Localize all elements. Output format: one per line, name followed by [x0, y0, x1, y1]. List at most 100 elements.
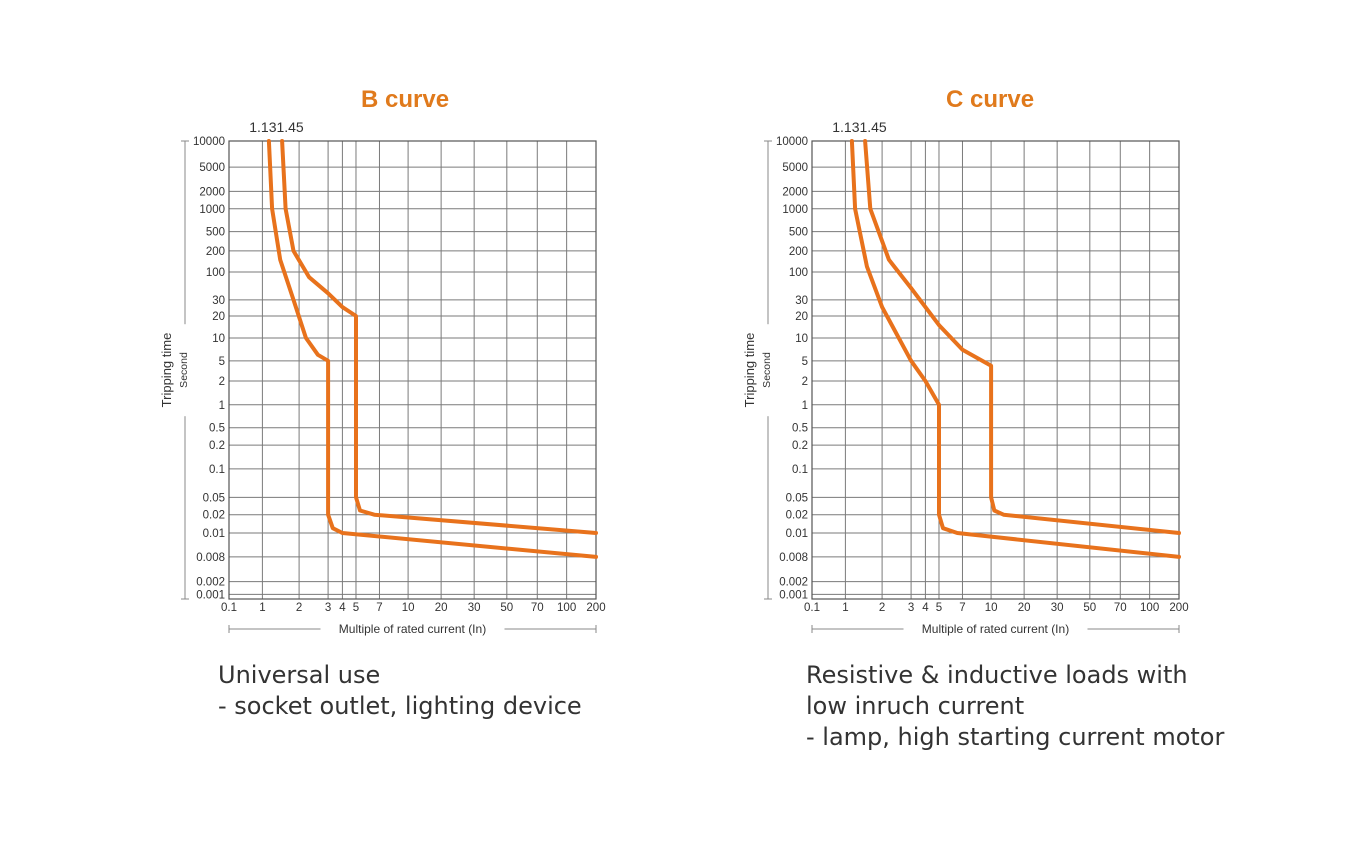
- b-curve-chart: 0.1 1 2 3 4 5 7 10 20 30 50 70 100 200100005000200010…: [159, 119, 606, 638]
- y-tick-label: 10: [212, 333, 225, 345]
- x-tick-label: 70: [1114, 602, 1127, 614]
- y-axis-unit: Second: [761, 352, 773, 388]
- y-tick-label: 10000: [776, 136, 808, 148]
- y-tick-label: 0.01: [786, 528, 808, 540]
- trip-curve-line: [863, 139, 1181, 535]
- y-axis-unit: Second: [178, 352, 190, 388]
- y-tick-label: 5000: [199, 162, 225, 174]
- y-tick-label: 2000: [782, 186, 808, 198]
- description-line: Universal use: [218, 661, 381, 689]
- y-tick-label: 2: [219, 376, 225, 388]
- y-tick-label: 1000: [782, 204, 808, 216]
- marker-label: 1.13: [832, 119, 859, 135]
- y-tick-label: 0.1: [792, 464, 808, 476]
- y-tick-label: 20: [212, 311, 225, 323]
- x-tick-label: 10: [985, 602, 998, 614]
- x-tick-label: 50: [500, 602, 513, 614]
- plot-frame: [811, 140, 1180, 600]
- y-tick-label: 0.008: [779, 552, 808, 564]
- x-tick-label: 0.1: [804, 602, 820, 614]
- y-tick-label: 2: [802, 376, 808, 388]
- grid: [811, 140, 1180, 599]
- x-axis-label: Multiple of rated current (In): [922, 622, 1069, 636]
- x-tick-label: 30: [468, 602, 481, 614]
- y-tick-label: 0.002: [196, 577, 225, 589]
- grid: [228, 140, 597, 599]
- y-tick-label: 0.002: [779, 577, 808, 589]
- y-tick-label: 2000: [199, 186, 225, 198]
- x-tick-label: 1: [842, 602, 848, 614]
- y-tick-label: 1000: [199, 204, 225, 216]
- x-tick-label: 1: [259, 602, 265, 614]
- plot-frame: [228, 140, 597, 600]
- y-tick-label: 0.5: [209, 423, 225, 435]
- marker-label: 1.45: [276, 119, 303, 135]
- x-tick-label: 0.1: [221, 602, 237, 614]
- x-tick-label: 2: [879, 602, 885, 614]
- x-tick-label: 100: [1140, 602, 1159, 614]
- trip-curve-line: [849, 139, 1181, 559]
- x-tick-label: 70: [531, 602, 544, 614]
- x-tick-label: 200: [586, 602, 605, 614]
- y-axis-label: Tripping time: [159, 333, 174, 408]
- y-tick-label: 500: [789, 227, 808, 239]
- chart-title: B curve: [361, 86, 450, 113]
- y-tick-label: 1: [219, 400, 225, 412]
- y-tick-label: 0.05: [786, 492, 808, 504]
- x-tick-label: 3: [908, 602, 914, 614]
- y-tick-label: 0.008: [196, 552, 225, 564]
- description-line: - lamp, high starting current motor: [806, 723, 1225, 751]
- x-tick-label: 7: [959, 602, 965, 614]
- y-tick-label: 0.01: [203, 528, 225, 540]
- x-tick-label: 4: [339, 602, 346, 614]
- y-tick-label: 5000: [782, 162, 808, 174]
- x-tick-label: 20: [1018, 602, 1031, 614]
- y-tick-label: 20: [795, 311, 808, 323]
- y-tick-label: 0.1: [209, 464, 225, 476]
- y-tick-label: 0.001: [779, 589, 808, 601]
- y-tick-label: 0.5: [792, 423, 808, 435]
- x-tick-label: 100: [557, 602, 576, 614]
- x-tick-label: 50: [1083, 602, 1096, 614]
- y-tick-label: 5: [219, 356, 225, 368]
- description-line: Resistive & inductive loads with: [806, 661, 1188, 689]
- marker-label: 1.13: [249, 119, 276, 135]
- y-tick-label: 10000: [193, 136, 225, 148]
- description-line: - socket outlet, lighting device: [218, 692, 582, 720]
- chart-description: Resistive & inductive loads with low inr…: [806, 660, 1224, 753]
- y-tick-label: 100: [206, 267, 225, 279]
- chart-title: C curve: [946, 86, 1035, 113]
- y-tick-label: 30: [795, 295, 808, 307]
- marker-label: 1.45: [859, 119, 886, 135]
- x-tick-label: 10: [402, 602, 415, 614]
- x-label-bg: [903, 620, 1088, 638]
- x-tick-label: 2: [296, 602, 302, 614]
- x-tick-label: 5: [353, 602, 359, 614]
- x-tick-label: 4: [922, 602, 929, 614]
- trip-curve-line: [280, 139, 598, 535]
- y-tick-label: 1: [802, 400, 808, 412]
- chart-description: Universal use - socket outlet, lighting …: [218, 660, 582, 722]
- x-label-bg: [320, 620, 505, 638]
- y-tick-label: 0.001: [196, 589, 225, 601]
- x-tick-label: 5: [936, 602, 942, 614]
- y-tick-label: 5: [802, 356, 808, 368]
- y-label-bg: [746, 324, 776, 417]
- x-tick-label: 30: [1051, 602, 1064, 614]
- x-tick-label: 200: [1169, 602, 1188, 614]
- y-tick-label: 200: [206, 246, 225, 258]
- description-line: low inruch current: [806, 692, 1025, 720]
- y-tick-label: 0.2: [792, 440, 808, 452]
- y-tick-label: 0.05: [203, 492, 225, 504]
- y-tick-label: 0.02: [203, 510, 225, 522]
- y-label-bg: [163, 324, 193, 417]
- y-tick-label: 0.02: [786, 510, 808, 522]
- y-tick-label: 10: [795, 333, 808, 345]
- y-tick-label: 500: [206, 227, 225, 239]
- y-axis-label: Tripping time: [742, 333, 757, 408]
- x-tick-label: 7: [376, 602, 382, 614]
- x-tick-label: 3: [325, 602, 331, 614]
- y-tick-label: 100: [789, 267, 808, 279]
- y-tick-label: 200: [789, 246, 808, 258]
- y-tick-label: 0.2: [209, 440, 225, 452]
